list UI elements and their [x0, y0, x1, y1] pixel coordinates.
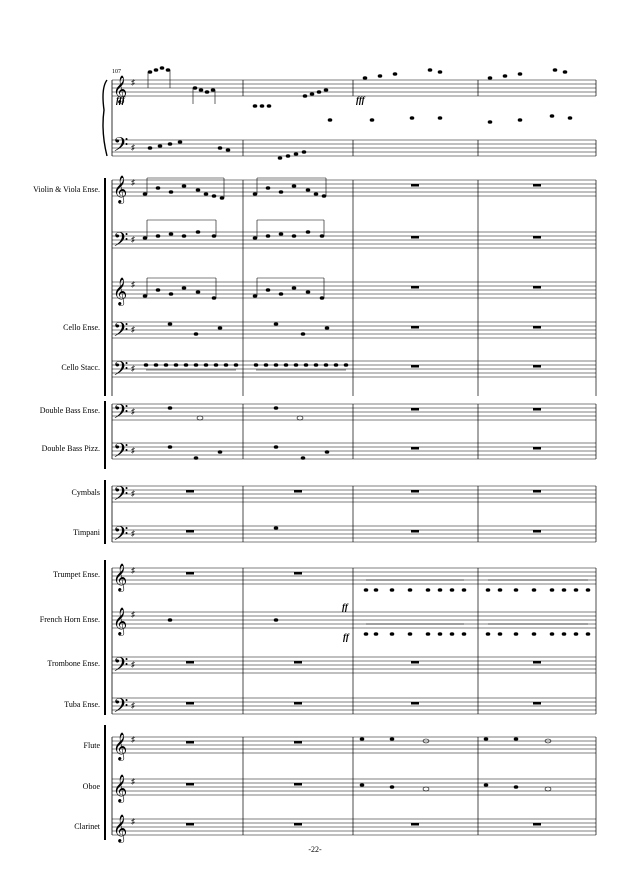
- orchestra-staves: 𝄞 𝄢 𝄞 𝄢 𝄢 𝄢 𝄢 𝄢 𝄢 𝄞 𝄞 𝄢: [111, 78, 597, 843]
- instrument-label: Oboe: [83, 782, 101, 791]
- svg-text:♯: ♯: [131, 660, 135, 669]
- svg-text:♯: ♯: [131, 610, 135, 619]
- svg-text:𝄢: 𝄢: [113, 484, 128, 510]
- instrument-label: Tuba Ense.: [64, 700, 100, 709]
- svg-text:𝄢: 𝄢: [113, 359, 128, 385]
- instrument-label: Cymbals: [72, 488, 100, 497]
- instrument-label: Cello Stacc.: [61, 363, 100, 372]
- treble-clef-icon: 𝄞: [113, 76, 127, 104]
- svg-text:♯: ♯: [131, 143, 135, 152]
- piano-system: 𝄞 𝄢 fff fff: [102, 66, 597, 161]
- svg-text:♯: ♯: [131, 407, 135, 416]
- dynamic-marking: ff: [342, 602, 349, 612]
- svg-text:𝄢: 𝄢: [113, 524, 128, 550]
- svg-text:♯: ♯: [131, 489, 135, 498]
- svg-text:𝄞: 𝄞: [113, 608, 127, 636]
- svg-text:𝄞: 𝄞: [113, 564, 127, 592]
- svg-text:𝄞: 𝄞: [113, 176, 127, 204]
- woodwind-bracket: [104, 725, 106, 840]
- svg-text:♯: ♯: [131, 235, 135, 244]
- svg-text:𝄢: 𝄢: [113, 441, 128, 467]
- svg-text:♯: ♯: [131, 280, 135, 289]
- instrument-label: Flute: [84, 741, 101, 750]
- instrument-label: Violin & Viola Ense.: [33, 185, 100, 194]
- dynamic-marking: fff: [116, 95, 126, 105]
- svg-text:𝄢: 𝄢: [113, 230, 128, 256]
- instrument-label: French Horn Ense.: [40, 615, 100, 624]
- svg-text:♯: ♯: [131, 777, 135, 786]
- svg-text:♯: ♯: [131, 701, 135, 710]
- svg-text:♯: ♯: [131, 364, 135, 373]
- instrument-label: Timpani: [73, 528, 101, 537]
- svg-text:♯: ♯: [131, 78, 135, 87]
- svg-text:𝄞: 𝄞: [113, 775, 127, 803]
- svg-text:♯: ♯: [131, 566, 135, 575]
- instrument-label: Double Bass Ense.: [40, 406, 100, 415]
- instrument-label: Trumpet Ense.: [53, 570, 100, 579]
- instrument-label: Double Bass Pizz.: [42, 444, 100, 453]
- page-number: -22-: [308, 845, 322, 854]
- strings-bracket: [104, 178, 106, 396]
- svg-text:𝄞: 𝄞: [113, 278, 127, 306]
- svg-text:♯: ♯: [131, 735, 135, 744]
- brass-bracket: [104, 560, 106, 715]
- svg-text:𝄢: 𝄢: [113, 655, 128, 681]
- svg-text:♯: ♯: [131, 817, 135, 826]
- svg-text:♯: ♯: [131, 446, 135, 455]
- instrument-label: Trombone Ense.: [47, 659, 100, 668]
- svg-text:♯: ♯: [131, 529, 135, 538]
- percussion-bracket: [104, 480, 106, 544]
- bass-clef-icon: 𝄢: [113, 135, 128, 161]
- instrument-label: Cello Ense.: [63, 323, 100, 332]
- svg-text:♯: ♯: [131, 178, 135, 187]
- svg-text:𝄞: 𝄞: [113, 733, 127, 761]
- dynamic-marking: ff: [343, 632, 350, 642]
- svg-text:𝄢: 𝄢: [113, 402, 128, 428]
- svg-text:𝄢: 𝄢: [113, 696, 128, 722]
- bass-bracket: [104, 401, 106, 469]
- dynamic-marking: fff: [356, 95, 366, 105]
- piano-notes: [147, 66, 573, 160]
- svg-text:𝄢: 𝄢: [113, 320, 128, 346]
- svg-text:♯: ♯: [131, 325, 135, 334]
- measure-number: 107: [112, 69, 121, 75]
- instrument-label: Clarinet: [74, 822, 101, 831]
- svg-text:𝄞: 𝄞: [113, 815, 127, 843]
